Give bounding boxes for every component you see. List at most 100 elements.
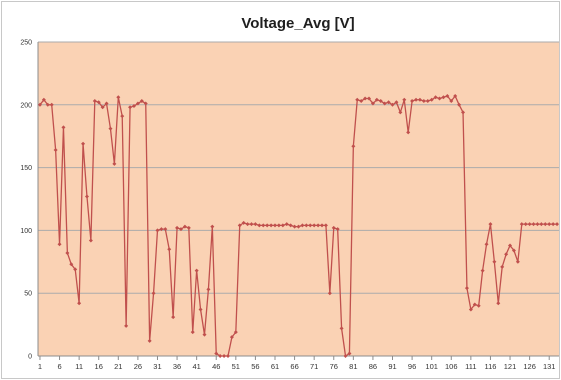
data-point bbox=[531, 222, 536, 227]
data-point bbox=[480, 268, 485, 273]
data-point bbox=[414, 97, 419, 102]
data-point bbox=[81, 141, 86, 146]
data-point bbox=[186, 225, 191, 230]
data-point bbox=[269, 223, 274, 228]
data-point bbox=[41, 97, 46, 102]
data-point bbox=[175, 225, 180, 230]
data-point bbox=[331, 225, 336, 230]
data-point bbox=[390, 102, 395, 107]
data-point bbox=[543, 222, 548, 227]
data-point bbox=[296, 224, 301, 229]
x-tick-label: 56 bbox=[251, 362, 259, 371]
data-point bbox=[225, 354, 230, 358]
data-point bbox=[288, 223, 293, 228]
data-point bbox=[57, 242, 62, 247]
data-point bbox=[143, 101, 148, 106]
y-axis-ticks: 0 50 100 150 200 250 bbox=[20, 40, 32, 361]
data-point bbox=[159, 227, 164, 232]
data-point bbox=[359, 99, 364, 104]
y-tick-label: 100 bbox=[20, 228, 32, 235]
data-point bbox=[449, 99, 454, 104]
data-point bbox=[555, 222, 559, 227]
data-point bbox=[135, 101, 140, 106]
data-point bbox=[222, 354, 227, 358]
data-point bbox=[519, 222, 524, 227]
data-point bbox=[139, 99, 144, 104]
data-point bbox=[421, 99, 426, 104]
data-point bbox=[104, 101, 109, 106]
x-tick-label: 131 bbox=[543, 362, 556, 371]
data-point bbox=[276, 223, 281, 228]
x-tick-label: 126 bbox=[523, 362, 536, 371]
data-point bbox=[394, 100, 399, 105]
data-point bbox=[53, 148, 58, 153]
x-axis-ticks: 1 6 11 16 21 26 31 36 41 46 51 56 61 66 71 76 81 86 91 96 10… bbox=[38, 356, 556, 371]
x-tick-label: 26 bbox=[134, 362, 142, 371]
data-point bbox=[163, 227, 168, 232]
x-tick-label: 11 bbox=[75, 362, 83, 371]
data-point bbox=[335, 227, 340, 232]
data-point bbox=[178, 227, 183, 232]
data-point bbox=[128, 105, 133, 110]
data-point bbox=[65, 251, 70, 256]
data-point bbox=[496, 301, 501, 306]
data-point bbox=[464, 286, 469, 291]
data-point bbox=[339, 326, 344, 331]
data-point bbox=[108, 126, 113, 131]
x-tick-label: 66 bbox=[290, 362, 298, 371]
data-point bbox=[116, 95, 121, 100]
data-point bbox=[484, 242, 489, 247]
data-point bbox=[437, 96, 442, 101]
data-point bbox=[206, 287, 211, 292]
x-tick-label: 81 bbox=[349, 362, 357, 371]
data-point bbox=[88, 238, 93, 243]
data-point bbox=[253, 222, 258, 227]
data-point bbox=[171, 315, 176, 320]
x-tick-label: 111 bbox=[465, 362, 476, 371]
data-point bbox=[69, 262, 74, 267]
data-point bbox=[417, 97, 422, 102]
data-point bbox=[190, 330, 195, 335]
data-point bbox=[441, 95, 446, 100]
data-point bbox=[237, 223, 242, 228]
data-point bbox=[410, 99, 415, 104]
data-point bbox=[453, 94, 458, 99]
data-point bbox=[167, 247, 172, 252]
data-point bbox=[73, 267, 78, 272]
data-point bbox=[210, 224, 215, 229]
data-point bbox=[374, 97, 379, 102]
data-point bbox=[429, 97, 434, 102]
data-point bbox=[367, 96, 372, 101]
x-tick-label: 116 bbox=[484, 362, 496, 371]
data-point bbox=[265, 223, 270, 228]
data-point bbox=[523, 222, 528, 227]
data-point bbox=[241, 220, 246, 225]
x-tick-label: 96 bbox=[408, 362, 416, 371]
data-point bbox=[112, 161, 117, 166]
data-point bbox=[457, 102, 462, 107]
x-tick-label: 41 bbox=[192, 362, 200, 371]
x-tick-label: 101 bbox=[425, 362, 438, 371]
data-point bbox=[378, 99, 383, 104]
x-tick-label: 16 bbox=[95, 362, 103, 371]
series-voltage-avg bbox=[37, 94, 559, 358]
data-point bbox=[198, 307, 203, 312]
data-point bbox=[45, 102, 50, 107]
data-point bbox=[96, 100, 101, 105]
data-point bbox=[257, 223, 262, 228]
x-tick-label: 121 bbox=[504, 362, 517, 371]
data-point bbox=[218, 354, 223, 358]
data-point bbox=[363, 96, 368, 101]
x-tick-label: 1 bbox=[38, 362, 42, 371]
data-point bbox=[61, 125, 66, 130]
data-point bbox=[131, 104, 136, 109]
data-point bbox=[284, 222, 289, 227]
x-tick-label: 21 bbox=[114, 362, 122, 371]
data-point bbox=[151, 291, 156, 296]
data-point bbox=[308, 223, 313, 228]
x-tick-label: 36 bbox=[173, 362, 181, 371]
data-point bbox=[272, 223, 277, 228]
data-point bbox=[323, 223, 328, 228]
